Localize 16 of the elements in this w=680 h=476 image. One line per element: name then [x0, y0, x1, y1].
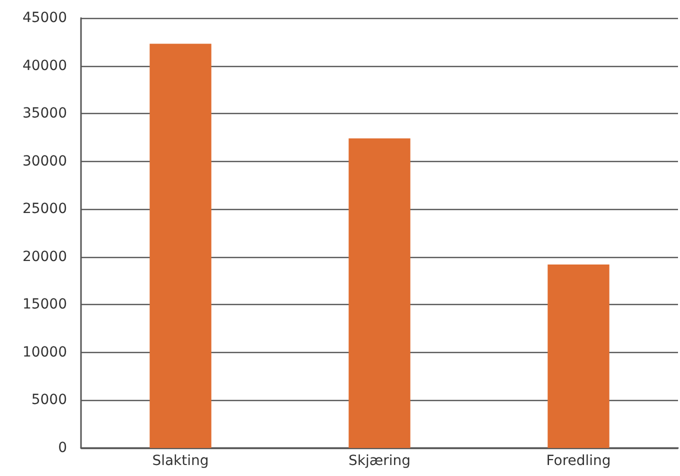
y-tick-label: 35000 — [22, 106, 67, 122]
y-tick-label: 10000 — [22, 344, 67, 360]
bar — [150, 44, 212, 448]
y-tick-label: 15000 — [22, 296, 67, 313]
y-tick-label: 20000 — [22, 248, 67, 265]
y-tick-label: 45000 — [22, 10, 67, 26]
y-tick-label: 0 — [58, 440, 67, 456]
y-tick-label: 25000 — [22, 201, 67, 218]
bar — [548, 264, 610, 448]
bar — [348, 138, 410, 448]
y-tick-label: 40000 — [22, 58, 67, 74]
x-tick-label: Foredling — [546, 453, 611, 469]
y-tick-label: 30000 — [22, 153, 67, 170]
x-tick-label: Slakting — [152, 453, 209, 469]
y-tick-label: 5000 — [31, 392, 67, 408]
x-tick-label: Skjæring — [348, 453, 411, 469]
